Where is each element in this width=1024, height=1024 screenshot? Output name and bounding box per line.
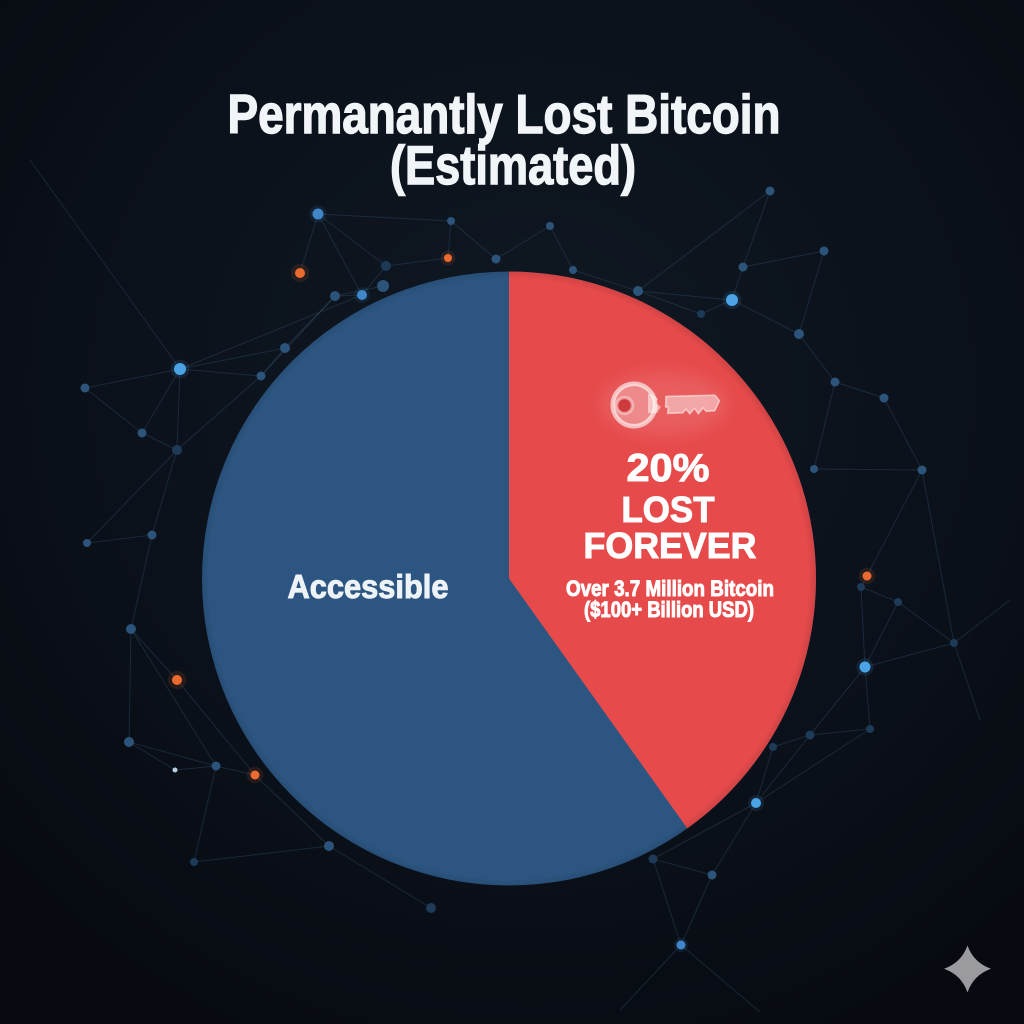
svg-text:($100+ Billion USD): ($100+ Billion USD) [584,597,754,622]
svg-text:Accessible: Accessible [288,569,449,606]
svg-text:Over 3.7 Million Bitcoin: Over 3.7 Million Bitcoin [566,576,774,601]
svg-text:Permanantly Lost Bitcoin: Permanantly Lost Bitcoin [228,83,781,145]
svg-text:20%: 20% [627,447,710,490]
svg-text:(Estimated): (Estimated) [390,134,636,196]
svg-text:LOST: LOST [622,489,715,530]
svg-text:FOREVER: FOREVER [584,525,757,566]
